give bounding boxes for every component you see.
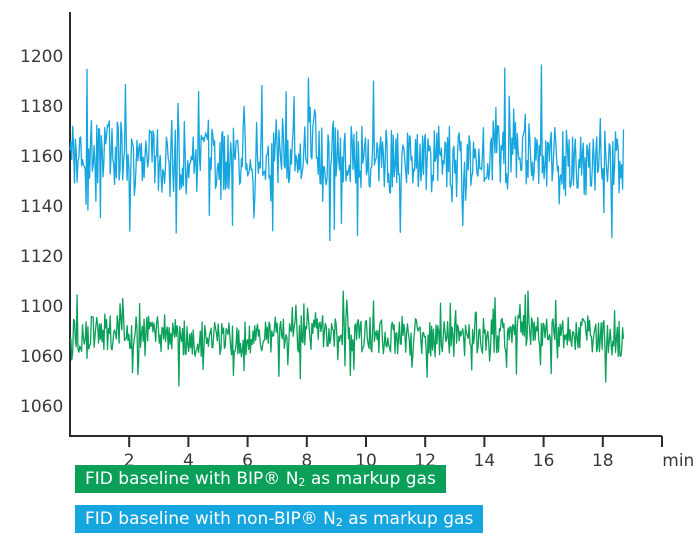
legend-item-bip: FID baseline with BIP® N2 as markup gas: [75, 465, 446, 493]
legend-text-sub: 2: [335, 516, 343, 529]
x-tick-label: 14: [474, 451, 496, 471]
series-line: [69, 64, 625, 242]
y-tick-label: 1060: [20, 397, 63, 417]
legend-text-prefix: FID baseline with non-BIP® N: [85, 509, 336, 529]
x-tick-label: 16: [533, 451, 555, 471]
y-tick-label: 1180: [20, 97, 63, 117]
y-tick-label: 1060: [20, 347, 63, 367]
legend-text-suffix: as markup gas: [342, 509, 474, 529]
x-tick-label: 4: [183, 451, 194, 471]
y-tick-label: 1200: [20, 47, 63, 67]
y-tick-label: 1140: [20, 197, 63, 217]
x-tick-label: 2: [124, 451, 135, 471]
x-unit-label: min.: [662, 451, 696, 471]
legend-text-sub: 2: [298, 476, 306, 489]
y-tick-label: 1160: [20, 147, 63, 167]
legend-text-suffix: as markup gas: [305, 469, 436, 489]
x-tick-label: 8: [301, 451, 312, 471]
y-tick-label: 1100: [20, 297, 63, 317]
x-tick-label: 6: [242, 451, 253, 471]
x-tick-label: 18: [592, 451, 614, 471]
series-line: [69, 290, 625, 387]
legend-item-non-bip: FID baseline with non-BIP® N2 as markup …: [75, 505, 484, 533]
y-tick-label: 1120: [20, 247, 63, 267]
legend-text-prefix: FID baseline with BIP® N: [85, 469, 299, 489]
